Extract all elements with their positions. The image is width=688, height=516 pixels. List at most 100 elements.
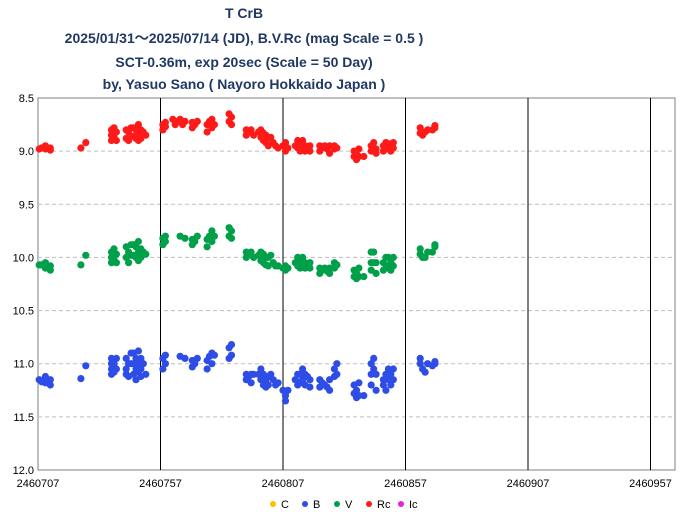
x-axis-tick-labels: 2460707 2460757 2460807 2460857 2460907 24609… <box>17 478 672 490</box>
data-point <box>161 360 169 368</box>
data-point <box>431 122 439 130</box>
data-point <box>431 358 439 366</box>
data-point <box>77 375 85 383</box>
data-point <box>181 117 189 125</box>
data-point <box>112 365 120 373</box>
data-point <box>227 227 236 235</box>
chart-title: T CrB 2025/01/31～2025/07/14 (JD), B.V.Rc… <box>65 5 424 92</box>
data-point <box>227 113 236 121</box>
title-line-2: 2025/01/31～2025/07/14 (JD), B.V.Rc (mag … <box>65 30 424 46</box>
series-rc <box>35 110 439 164</box>
data-point <box>372 149 380 157</box>
data-point <box>306 147 314 155</box>
data-point <box>379 376 387 384</box>
data-point <box>360 152 368 161</box>
data-point <box>306 376 314 384</box>
legend-marker <box>302 501 308 507</box>
x-tick-label: 2460957 <box>629 478 672 490</box>
data-point <box>142 370 150 378</box>
data-point <box>203 243 211 251</box>
data-point <box>389 376 397 384</box>
data-point <box>333 144 341 152</box>
data-point <box>389 139 397 147</box>
data-point <box>281 139 290 147</box>
data-point <box>125 259 133 267</box>
data-point <box>161 232 169 240</box>
data-point <box>360 392 368 400</box>
series-v <box>35 224 439 283</box>
data-point <box>372 370 380 378</box>
data-point <box>210 232 218 240</box>
data-point <box>333 370 341 378</box>
data-point <box>326 149 334 157</box>
data-points <box>35 110 439 405</box>
data-point <box>227 351 236 359</box>
data-point <box>264 381 272 389</box>
data-point <box>134 237 142 246</box>
data-point <box>284 386 292 394</box>
data-point <box>333 360 341 368</box>
data-point <box>112 354 120 362</box>
y-tick-label: 9.0 <box>19 146 34 158</box>
data-point <box>274 379 282 387</box>
data-point <box>416 124 424 132</box>
data-point <box>284 144 292 152</box>
data-point <box>372 259 380 267</box>
data-point <box>46 146 54 154</box>
legend-label: V <box>345 499 353 511</box>
x-tick-label: 2460757 <box>139 478 182 490</box>
data-point <box>161 237 169 246</box>
y-tick-label: 12.0 <box>13 465 34 477</box>
data-point <box>82 139 90 147</box>
data-point <box>77 144 85 152</box>
data-point <box>326 269 334 277</box>
data-point <box>306 259 314 267</box>
data-point <box>306 264 314 272</box>
data-point <box>416 354 424 362</box>
y-tick-label: 11.5 <box>13 412 34 424</box>
data-point <box>161 351 169 359</box>
y-tick-label: 8.5 <box>19 93 34 105</box>
x-tick-label: 2460707 <box>17 478 60 490</box>
x-tick-label: 2460857 <box>384 478 427 490</box>
data-point <box>208 360 216 368</box>
data-point <box>112 136 120 145</box>
legend-label: B <box>313 499 320 511</box>
data-point <box>181 234 189 242</box>
data-point <box>210 351 218 359</box>
data-point <box>203 128 211 136</box>
data-point <box>112 128 120 136</box>
data-point <box>203 365 211 373</box>
data-point <box>139 360 147 368</box>
data-point <box>193 354 201 362</box>
y-tick-label: 10.5 <box>13 306 34 318</box>
data-point <box>416 245 424 253</box>
legend-marker <box>270 501 276 507</box>
y-tick-label: 9.5 <box>19 199 34 211</box>
data-point <box>267 251 275 259</box>
y-axis-tick-labels: 8.5 9.0 9.5 10.0 10.5 11.0 11.5 12.0 <box>13 93 34 477</box>
data-point <box>370 354 378 362</box>
legend-marker <box>366 501 372 507</box>
data-point <box>247 379 255 387</box>
data-point <box>193 117 201 125</box>
data-point <box>306 142 314 150</box>
data-point <box>267 370 275 378</box>
data-point <box>142 131 150 139</box>
data-point <box>389 262 397 270</box>
y-tick-label: 11.0 <box>13 359 34 371</box>
data-point <box>210 121 218 129</box>
data-point <box>161 118 169 126</box>
data-point <box>46 381 54 389</box>
legend-marker <box>398 501 404 507</box>
data-point <box>389 253 397 261</box>
data-point <box>333 261 341 269</box>
title-line-3: SCT-0.36m, exp 20sec (Scale = 50 Day) <box>115 54 372 70</box>
data-point <box>372 269 380 277</box>
data-point <box>46 376 54 384</box>
x-tick-label: 2460807 <box>262 478 305 490</box>
data-point <box>389 144 397 152</box>
data-point <box>193 232 201 240</box>
data-point <box>227 234 236 242</box>
